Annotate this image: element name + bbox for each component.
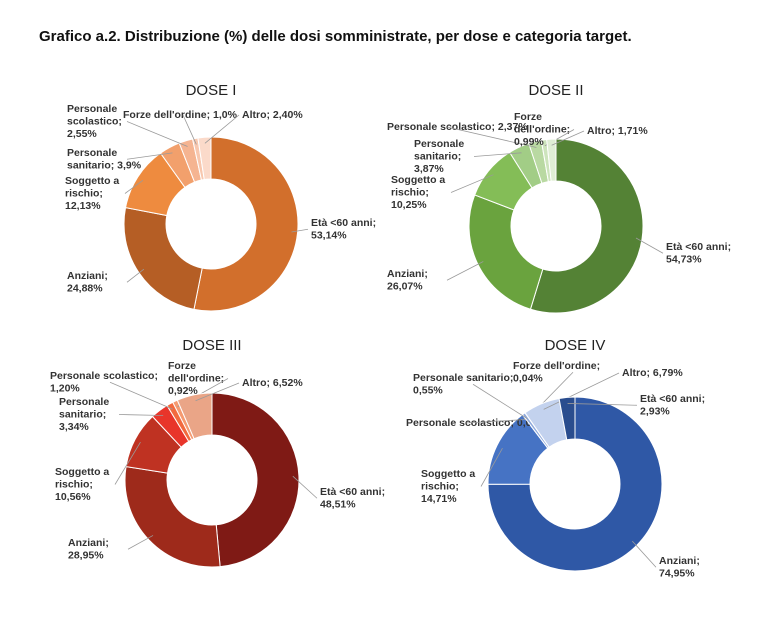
donut-chart-2: DOSE II Età <60 anni; 54,73% Anziani; 26,07%… — [387, 82, 731, 314]
leader-line — [291, 228, 309, 233]
leader-line — [480, 447, 503, 487]
slice-label: Personale sanitario; 3,9% — [67, 147, 142, 172]
slice-label: Altro; 6,79% — [622, 367, 683, 379]
slice-altro — [176, 392, 213, 440]
slice-anziani — [123, 207, 203, 310]
leader-line — [127, 535, 154, 550]
leader-line — [473, 152, 522, 157]
slice-label: Personale scolastico; 1,20% — [50, 370, 158, 395]
leader-line — [126, 152, 173, 160]
donut-chart-3: DOSE III Età <60 anni; 48,51% Anziani; 28,95… — [50, 337, 385, 568]
slice-label: Età <60 anni; 48,51% — [320, 486, 385, 511]
slice-et-60-anni — [529, 138, 644, 314]
leader-line — [182, 114, 197, 145]
leader-line — [195, 382, 240, 402]
slice-label: Altro; 1,71% — [587, 125, 648, 137]
leader-line — [292, 475, 318, 499]
leader-line — [114, 441, 141, 485]
leader-line — [635, 237, 664, 254]
slice-label: Forze dell'ordine; 0,04% — [513, 360, 600, 385]
leader-line — [472, 383, 528, 419]
slice-label: Personale scolastico; 2,55% — [67, 103, 122, 140]
slice-label: Soggetto a rischio; 12,13% — [65, 175, 119, 212]
leader-line — [446, 126, 537, 148]
donut-chart-1: DOSE I Età <60 anni; 53,14% Anziani; 24,88% S… — [65, 82, 376, 312]
chart-title: DOSE II — [528, 82, 583, 99]
slice-label: Anziani; 74,95% — [659, 555, 700, 580]
chart-title: DOSE IV — [545, 337, 606, 354]
slice-altro — [197, 136, 212, 181]
leader-line — [567, 403, 638, 406]
slice-label: Soggetto a rischio; 10,25% — [391, 174, 445, 211]
chart-title: DOSE I — [186, 82, 237, 99]
slice-altro — [546, 138, 557, 182]
slice-anziani — [487, 396, 663, 572]
chart-title: DOSE III — [182, 337, 241, 354]
slice-anziani — [124, 466, 221, 568]
leader-line — [543, 372, 620, 410]
slice-label: Anziani; 28,95% — [68, 537, 109, 562]
slice-label: Personale scolastico; 2,37% — [387, 121, 528, 133]
leader-line — [204, 114, 240, 144]
leader-line — [551, 130, 585, 146]
slice-label: Anziani; 26,07% — [387, 268, 428, 293]
leader-line — [124, 179, 144, 194]
leader-line — [126, 268, 145, 283]
slice-label: Altro; 6,52% — [242, 377, 303, 389]
leader-line — [450, 174, 494, 193]
slice-anziani — [468, 194, 544, 310]
slice-label: Personale sanitario; 3,87% — [414, 138, 464, 175]
leader-line — [465, 419, 527, 424]
slice-label: Soggetto a rischio; 10,56% — [55, 466, 109, 503]
page-title: Grafico a.2. Distribuzione (%) delle dos… — [39, 28, 632, 45]
slice-label: Soggetto a rischio; 14,71% — [421, 468, 475, 505]
leader-line — [632, 540, 657, 568]
slice-et-60-anni — [558, 396, 576, 441]
leader-line — [446, 261, 484, 281]
leader-line — [109, 381, 174, 410]
slice-label: Forze dell'ordine; 1,0% — [123, 109, 238, 121]
slice-label: Personale sanitario; 0,55% — [413, 372, 513, 397]
slice-label: Età <60 anni; 2,93% — [640, 393, 705, 418]
slice-label: Età <60 anni; 54,73% — [666, 241, 731, 266]
slice-et-60-anni — [193, 136, 299, 312]
leader-line — [118, 414, 164, 416]
slice-label: Anziani; 24,88% — [67, 270, 108, 295]
slice-label: Forze dell'ordine; 0,99% — [514, 111, 570, 148]
donut-chart-4: DOSE IV Anziani; 74,95% Soggetto a rischio; 1… — [406, 337, 705, 580]
slice-label: Età <60 anni; 53,14% — [311, 217, 376, 242]
leader-line — [126, 121, 188, 147]
slice-label: Altro; 2,40% — [242, 109, 303, 121]
slice-et-60-anni — [211, 392, 300, 568]
slice-label: Personale sanitario; 3,34% — [59, 396, 109, 433]
slice-label: Forze dell'ordine; 0,92% — [168, 360, 224, 397]
